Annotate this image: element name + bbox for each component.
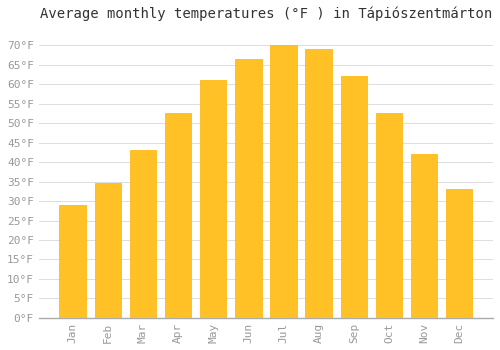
Title: Average monthly temperatures (°F ) in Tápiószentmárton: Average monthly temperatures (°F ) in Tá… [40, 7, 492, 21]
Bar [200, 80, 226, 318]
Bar [411, 154, 438, 318]
Bar [340, 76, 367, 318]
Bar [306, 49, 332, 318]
Bar [446, 189, 472, 318]
Bar [130, 150, 156, 318]
Bar [165, 113, 191, 318]
Bar [60, 205, 86, 318]
Bar [235, 59, 262, 318]
Bar [376, 113, 402, 318]
Bar [270, 45, 296, 318]
Bar [94, 183, 121, 318]
